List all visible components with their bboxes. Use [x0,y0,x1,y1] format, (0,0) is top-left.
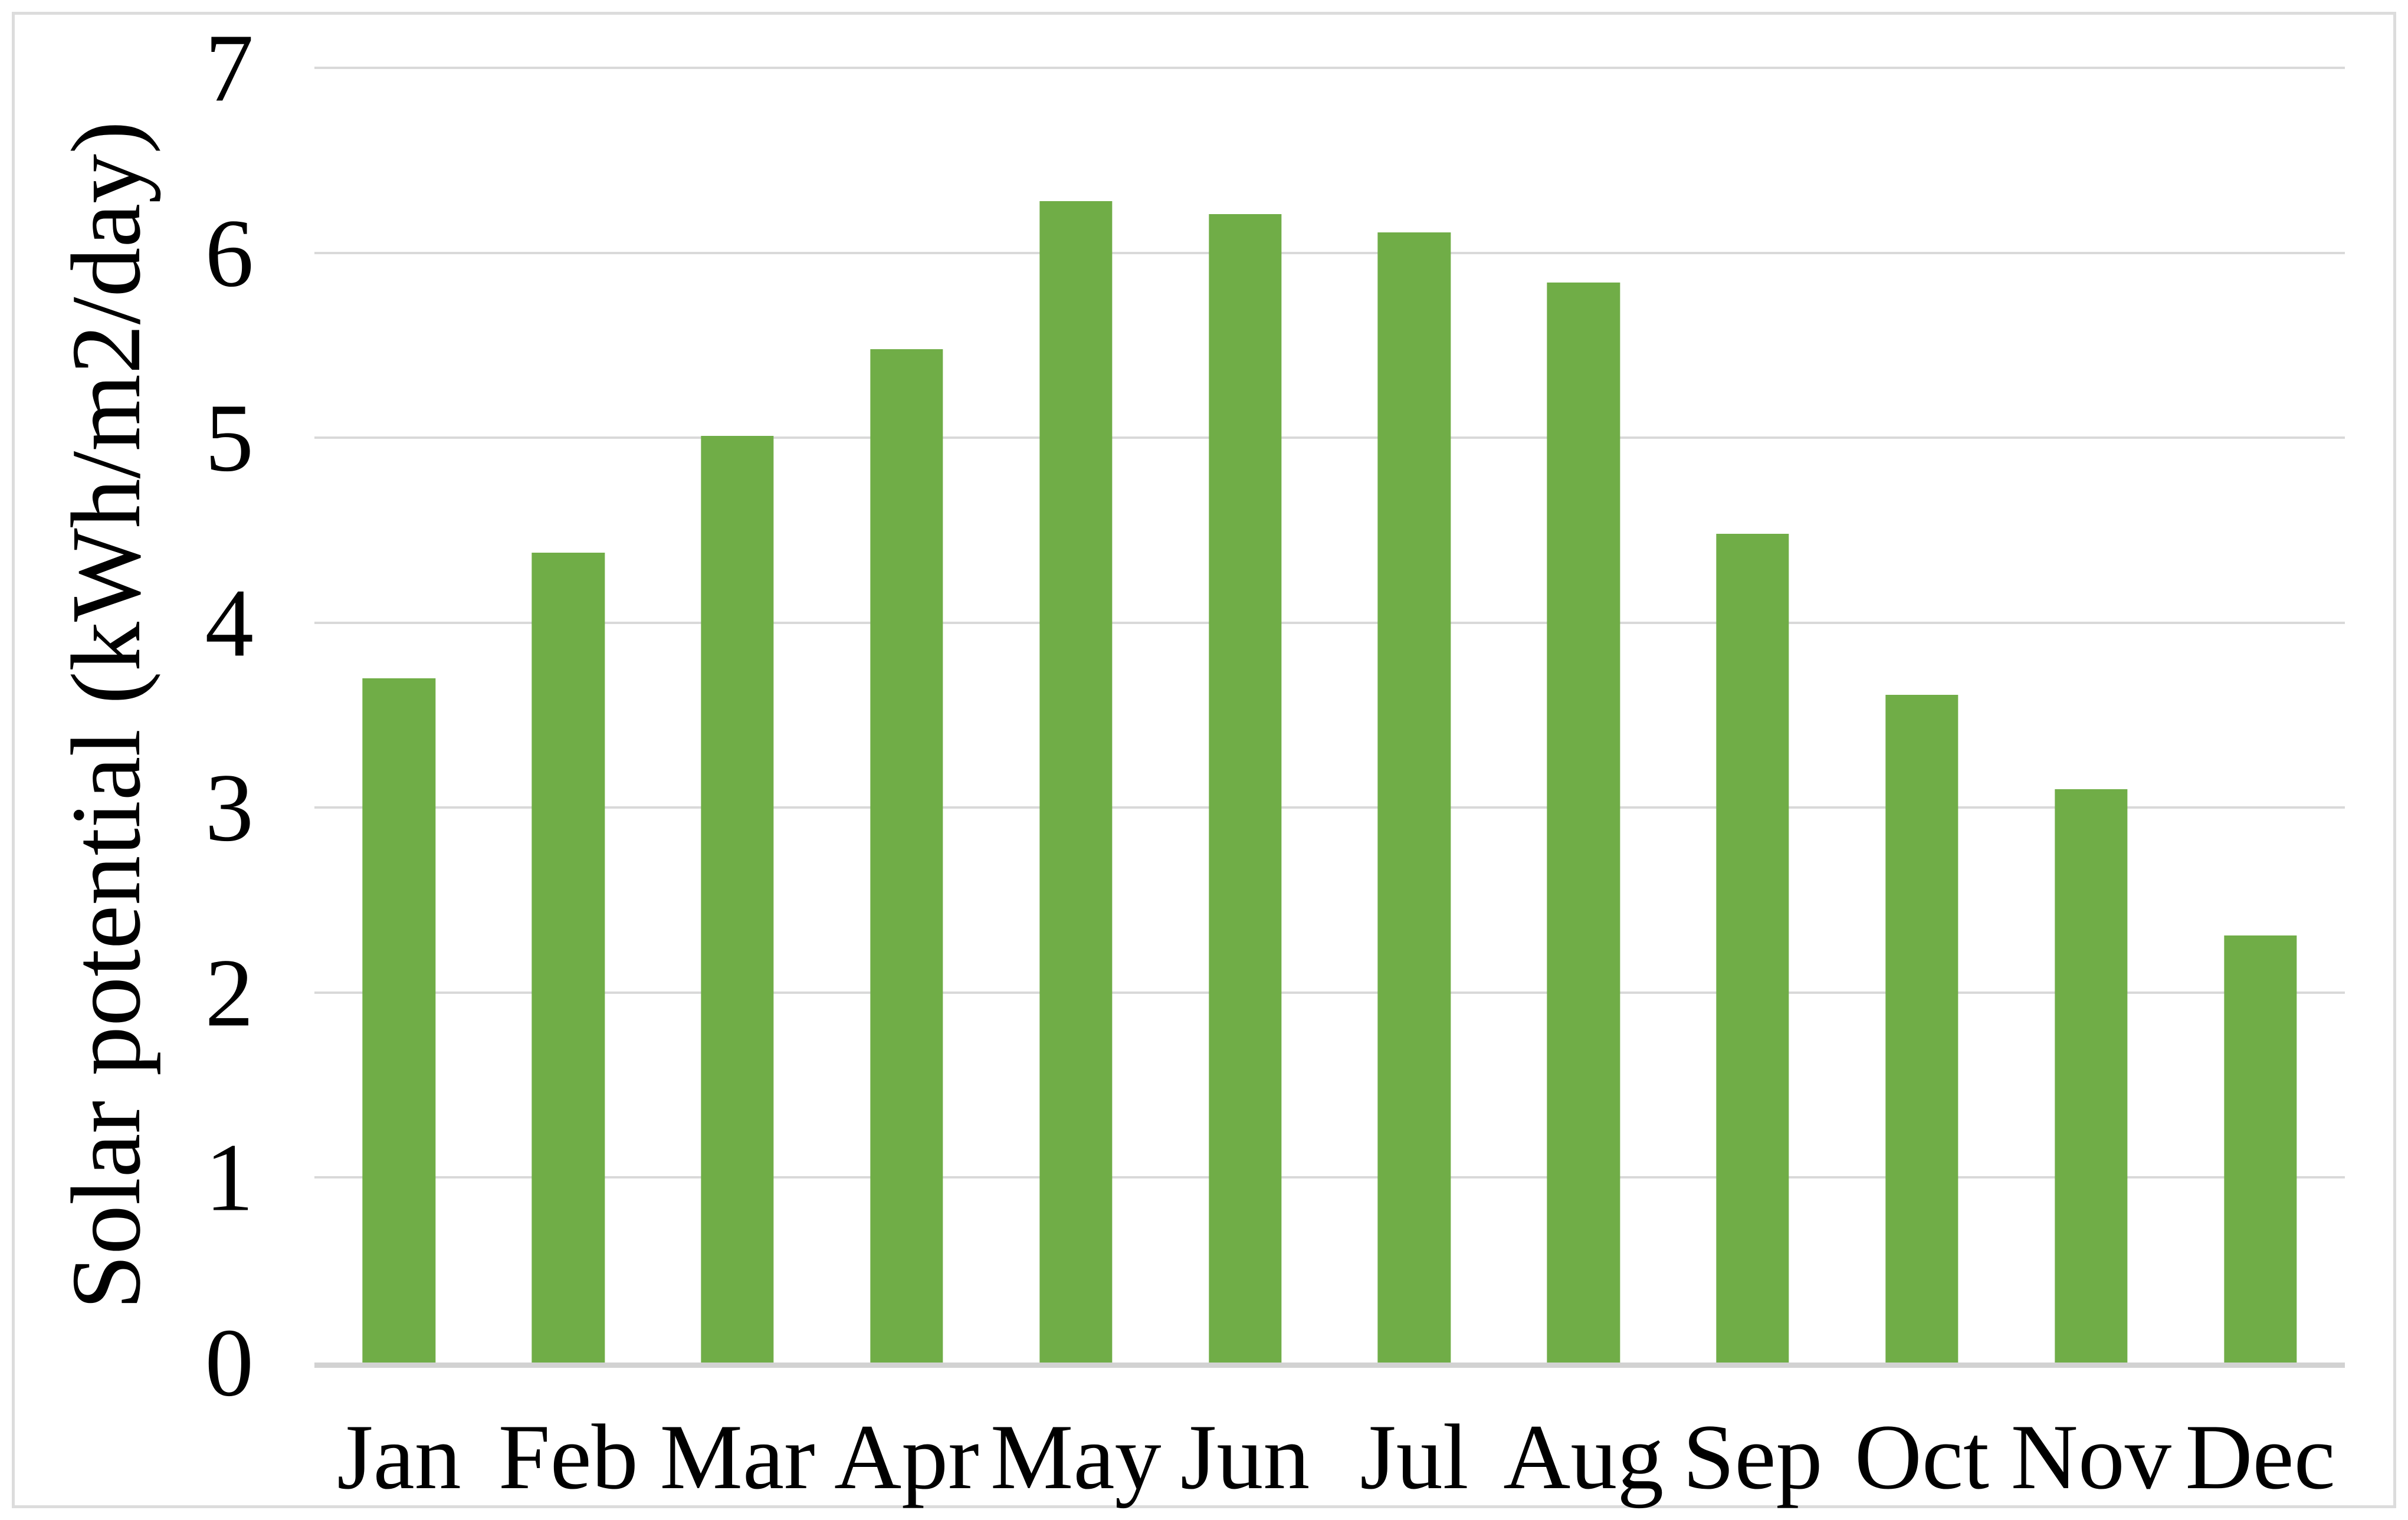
x-tick-label-jun: Jun [1180,1406,1310,1509]
y-tick-label-2: 2 [205,938,254,1047]
x-tick-label-mar: Mar [660,1406,815,1509]
x-axis-line [314,1363,2345,1368]
bar-feb [532,552,605,1363]
bar-sep [1716,534,1789,1363]
gridline-5 [314,436,2345,439]
bar-jun [1208,214,1282,1363]
bar-apr [870,349,943,1363]
y-tick-label-7: 7 [205,14,254,122]
gridline-7 [314,67,2345,69]
x-tick-label-nov: Nov [2010,1406,2171,1509]
bar-nov [2055,789,2128,1363]
y-tick-label-0: 0 [205,1308,254,1417]
x-tick-label-may: May [990,1406,1162,1509]
gridline-6 [314,251,2345,254]
bar-oct [1885,695,1958,1363]
gridline-3 [314,806,2345,809]
x-tick-label-feb: Feb [498,1406,638,1509]
x-axis-labels: Jan Feb Mar Apr May Jun Jul Aug Sep Oct Nov Dec [314,1363,2345,1520]
gridline-2 [314,991,2345,994]
x-tick-label-aug: Aug [1503,1406,1664,1509]
bar-jan [362,678,436,1363]
y-tick-label-4: 4 [205,569,254,677]
x-tick-label-sep: Sep [1682,1406,1823,1509]
y-tick-label-6: 6 [205,199,254,307]
bar-dec [2223,935,2297,1363]
y-tick-label-1: 1 [205,1123,254,1232]
gridline-4 [314,621,2345,624]
x-tick-label-jul: Jul [1360,1406,1469,1509]
x-tick-label-dec: Dec [2185,1406,2335,1509]
y-tick-label-3: 3 [205,753,254,862]
bar-aug [1547,282,1620,1363]
y-tick-label-5: 5 [205,383,254,492]
bar-may [1039,201,1113,1363]
gridline-1 [314,1176,2345,1179]
bar-jul [1377,232,1451,1363]
bar-mar [701,436,774,1363]
plot-area [314,67,2345,1368]
x-tick-label-apr: Apr [834,1406,979,1509]
x-tick-label-jan: Jan [337,1406,461,1509]
x-tick-label-oct: Oct [1854,1406,1989,1509]
